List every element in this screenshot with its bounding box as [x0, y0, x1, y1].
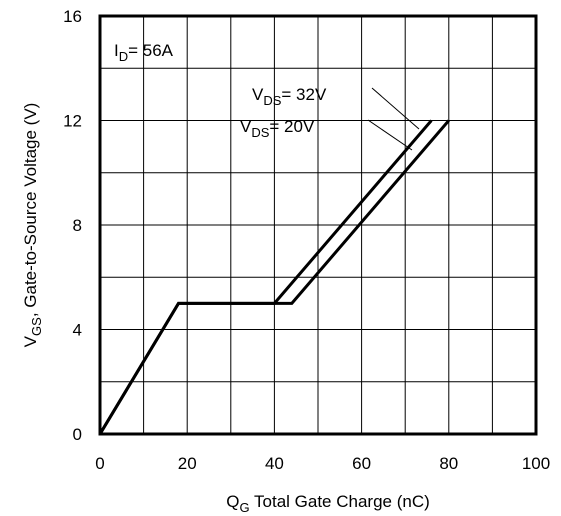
leader-line-vds-32v [371, 87, 420, 130]
x-tick-label: 60 [352, 454, 371, 473]
vds-32v-label-main: V [252, 85, 264, 104]
vds-32v-label-value: = 32V [281, 85, 327, 104]
x-tick-label: 100 [522, 454, 550, 473]
x-axis-title: QG Total Gate Charge (nC) [226, 492, 430, 515]
x-tick-label: 40 [265, 454, 284, 473]
series-group [98, 119, 450, 435]
x-axis-title-sub: G [239, 500, 249, 515]
y-tick-label: 16 [63, 7, 82, 26]
vds-20v-label-value: = 20V [269, 117, 315, 136]
drain-current-label-value: = 56A [128, 41, 174, 60]
x-tick-labels: 0 20 40 60 80 100 [95, 454, 550, 473]
x-tick-label: 80 [439, 454, 458, 473]
drain-current-label: ID= 56A [114, 41, 174, 64]
leader-line-vds-20v [367, 119, 413, 151]
x-tick-label: 20 [178, 454, 197, 473]
y-axis-title-main: V [21, 335, 40, 347]
vds-20v-label-sub: DS [251, 125, 269, 140]
series-line-vds-20v [98, 119, 433, 435]
plot-frame [98, 14, 538, 436]
x-axis-title-main: Q [226, 492, 239, 511]
annotation-leaders [367, 87, 420, 151]
x-tick-label: 0 [95, 454, 104, 473]
y-tick-label: 4 [73, 321, 82, 340]
drain-current-label-main: I [114, 41, 119, 60]
grid-lines [100, 16, 536, 434]
y-tick-label: 12 [63, 112, 82, 131]
y-axis-title-rest: , Gate-to-Source Voltage (V) [21, 103, 40, 318]
y-tick-labels: 0 4 8 12 16 [63, 7, 82, 444]
y-axis-title-sub: GS [29, 317, 44, 336]
y-axis-title: VGS, Gate-to-Source Voltage (V) [21, 103, 44, 348]
drain-current-label-sub: D [119, 49, 128, 64]
vds-32v-label-sub: DS [263, 93, 281, 108]
vds-20v-label: VDS= 20V [240, 117, 315, 140]
vds-32v-label: VDS= 32V [252, 85, 327, 108]
y-tick-label: 0 [73, 425, 82, 444]
y-tick-label: 8 [73, 216, 82, 235]
x-axis-title-rest: Total Gate Charge (nC) [250, 492, 430, 511]
vds-20v-label-main: V [240, 117, 252, 136]
